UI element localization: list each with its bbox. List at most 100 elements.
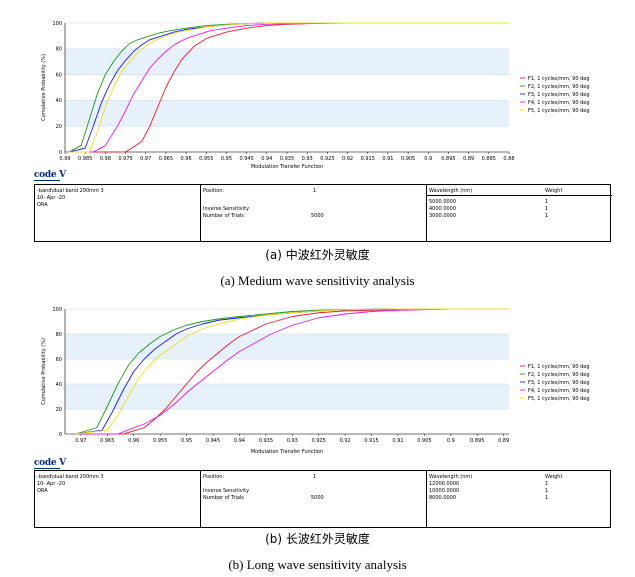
x-tick-label: 0.945 [239, 156, 253, 162]
inverse-sensitivity-label: Inverse Sensitivity [203, 206, 250, 212]
caption-b-en: (b) Long wave sensitivity analysis [228, 557, 407, 572]
grid-band [65, 126, 509, 152]
x-tick-label: 0.9 [447, 438, 455, 444]
y-tick-label: 0 [59, 150, 62, 156]
info-col-wavelengths: Wavelength (nm) Weight 12000.0000 10000.… [427, 471, 612, 527]
info-divider [427, 195, 612, 196]
weight-1: 1 [545, 481, 549, 487]
codev-logo: code V [34, 170, 66, 181]
x-tick-label: 0.92 [340, 438, 351, 444]
y-tick-label: 20 [56, 407, 62, 413]
x-tick-label: 0.965 [100, 438, 114, 444]
position-label: Position: [203, 474, 225, 480]
wavelength-header: Wavelength (nm) [429, 188, 473, 194]
legend-label-f2: F2, 1 cycles/mm, 90 deg [528, 372, 590, 378]
weight-2: 1 [545, 206, 549, 212]
grid-band [65, 48, 509, 75]
y-tick-label: 100 [52, 307, 62, 313]
chart-medium-wave: 0 20 40 60 80 100 0.99 0.985 0.98 0.975 0.97 0.965 0… [41, 21, 590, 170]
weight-header: Weight [545, 188, 563, 194]
legend-label-f3: F3, 1 cycles/mm, 90 deg [528, 92, 590, 98]
wavelength-1: 12000.0000 [429, 481, 460, 487]
x-tick-label: 0.93 [302, 156, 313, 162]
y-tick-label: 100 [52, 21, 62, 27]
codev-logo: code V [34, 458, 66, 469]
x-tick-label: 0.925 [320, 156, 334, 162]
wavelength-3: 8000.0000 [429, 495, 457, 501]
x-tick-label: 0.955 [199, 156, 213, 162]
grid-band [65, 74, 509, 101]
weight-3: 1 [545, 213, 549, 219]
wavelength-2: 4000.0000 [429, 206, 457, 212]
info-col-lens: -band\dual band 200mm 3 10- Apr -20 ORA [35, 471, 201, 527]
x-tick-label: 0.99 [59, 156, 70, 162]
series-line-f1 [69, 22, 509, 153]
legend-label-f2: F2, 1 cycles/mm, 90 deg [528, 84, 590, 90]
x-tick-label: 0.885 [482, 156, 496, 162]
info-col-wavelengths: Wavelength (nm) Weight 5000.0000 4000.00… [427, 185, 612, 241]
lens-name: -band\dual band 200mm 3 [37, 188, 104, 194]
wavelength-1: 5000.0000 [429, 199, 457, 205]
x-tick-label: 0.89 [498, 438, 509, 444]
x-tick-label: 0.955 [153, 438, 167, 444]
x-tick-label: 0.97 [140, 156, 151, 162]
series-line-f5 [69, 22, 509, 153]
x-axis-label: Modulation Transfer Function [251, 449, 323, 455]
x-tick-label: 0.895 [441, 156, 455, 162]
wavelength-2: 10000.0000 [429, 488, 460, 494]
caption-a-zh: (a) 中波红外灵敏度 [265, 248, 370, 262]
legend-label-f1: F1, 1 cycles/mm, 90 deg [528, 76, 590, 82]
x-tick-label: 0.935 [280, 156, 294, 162]
wavelength-3: 3000.0000 [429, 213, 457, 219]
x-tick-label: 0.91 [382, 156, 393, 162]
grid-band [65, 384, 509, 409]
trials-label: Number of Trials [203, 213, 244, 219]
caption-b-zh: (b) 长波红外灵敏度 [265, 532, 370, 546]
x-tick-label: 0.965 [159, 156, 173, 162]
x-tick-label: 0.97 [75, 438, 86, 444]
info-col-lens: -band\dual band 200mm 3 10- Apr -20 ORA [35, 185, 201, 241]
grid-band [65, 359, 509, 384]
wavelength-header: Wavelength (nm) [429, 474, 473, 480]
x-tick-label: 0.89 [463, 156, 474, 162]
series-line-f5 [75, 308, 509, 435]
legend-label-f4: F4, 1 cycles/mm, 90 deg [528, 388, 590, 394]
x-tick-label: 0.975 [118, 156, 132, 162]
y-axis-label: Cumulative Probability (%) [41, 338, 47, 405]
position-value: 1 [313, 474, 317, 480]
trials-value: 5000 [311, 213, 324, 219]
x-tick-label: 0.935 [259, 438, 273, 444]
x-tick-label: 0.905 [417, 438, 431, 444]
x-tick-label: 0.895 [470, 438, 484, 444]
x-tick-label: 0.9 [424, 156, 432, 162]
x-tick-label: 0.925 [312, 438, 326, 444]
y-tick-label: 60 [56, 72, 62, 78]
y-tick-label: 20 [56, 124, 62, 130]
series-line-f4 [75, 308, 509, 435]
x-tick-label: 0.915 [361, 156, 375, 162]
legend-label-f1: F1, 1 cycles/mm, 90 deg [528, 364, 590, 370]
legend-label-f4: F4, 1 cycles/mm, 90 deg [528, 100, 590, 106]
x-tick-label: 0.91 [392, 438, 403, 444]
legend-label-f5: F5, 1 cycles/mm, 90 deg [528, 108, 590, 114]
x-tick-label: 0.945 [206, 438, 220, 444]
series-line-f4 [69, 22, 509, 153]
x-tick-label: 0.985 [78, 156, 92, 162]
y-axis-label: Cumulative Probability (%) [41, 54, 47, 121]
x-tick-label: 0.94 [234, 438, 245, 444]
panel-a: 0 20 40 60 80 100 0.99 0.985 0.98 0.975 0.97 0.965 0… [34, 8, 612, 242]
date: 10- Apr -20 [37, 481, 66, 487]
inverse-sensitivity-label: Inverse Sensitivity [203, 488, 250, 494]
x-tick-label: 0.95 [221, 156, 232, 162]
x-tick-label: 0.94 [261, 156, 272, 162]
legend-label-f3: F3, 1 cycles/mm, 90 deg [528, 380, 590, 386]
grid-band [65, 100, 509, 127]
grid-band [65, 409, 509, 434]
lens-name: -band\dual band 200mm 3 [37, 474, 104, 480]
grid-band [65, 23, 509, 49]
x-tick-label: 0.96 [181, 156, 192, 162]
panel-b: 0 20 40 60 80 100 0.97 0.965 0.96 0.955 0.95 0.945 0… [34, 300, 611, 528]
info-table: -band\dual band 200mm 3 10- Apr -20 ORA … [34, 470, 611, 528]
grid-band [65, 334, 509, 359]
weight-header: Weight [545, 474, 563, 480]
